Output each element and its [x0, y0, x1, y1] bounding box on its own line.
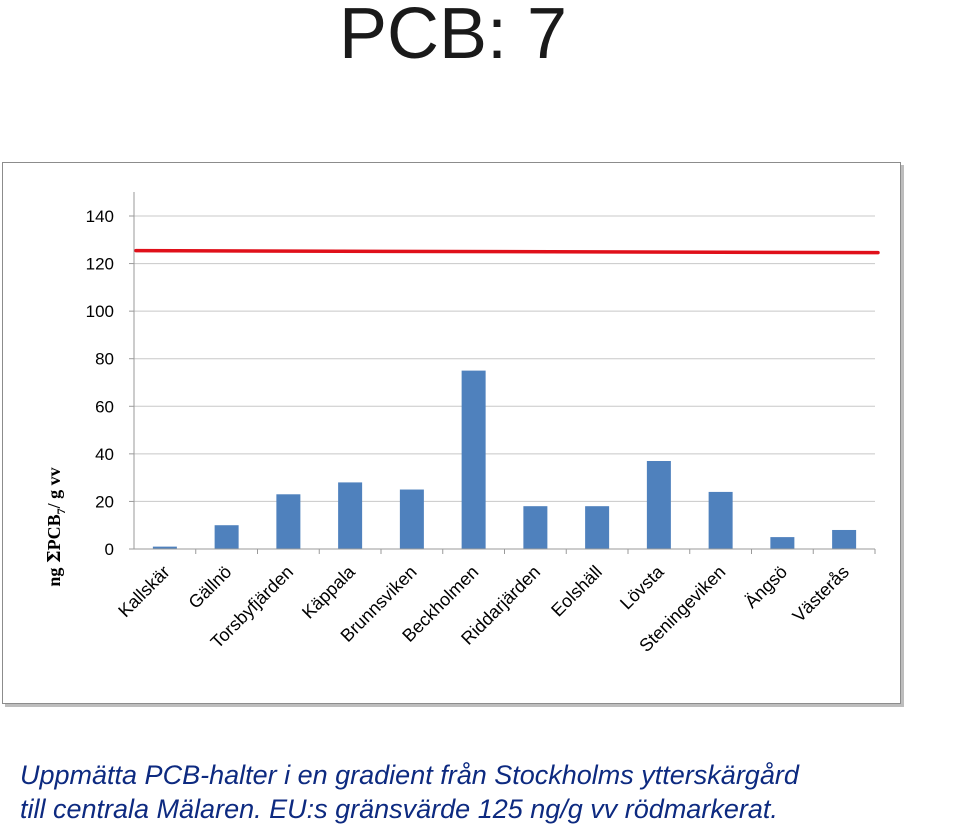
- x-tick-label: Eolshäll: [547, 562, 606, 621]
- slide-caption: Uppmätta PCB-halter i en gradient från S…: [20, 758, 956, 826]
- y-tick-label: 20: [95, 492, 114, 511]
- y-axis-label-sigma: Σ: [44, 550, 65, 563]
- x-tick-label: Ängsö: [741, 562, 791, 612]
- y-tick-labels: 0 20 40 60 80 100 120 140: [86, 207, 114, 559]
- chart-area: 0 20 40 60 80 100 120 140 Kallskär Gällnö Torsbyf…: [2, 162, 901, 704]
- bar-chart: 0 20 40 60 80 100 120 140 Kallskär GällnöTorsbyf…: [44, 192, 880, 656]
- limit-line-layer: [134, 248, 880, 255]
- bar: [770, 537, 795, 549]
- bar: [523, 506, 548, 549]
- y-axis-label-pcb: PCB: [44, 514, 64, 550]
- bar: [461, 370, 486, 549]
- axes: [133, 192, 875, 550]
- slide-title: PCB: 7: [338, 0, 568, 74]
- bar: [152, 546, 177, 549]
- y-axis-label: ng ΣPCB7/ g vv: [44, 467, 68, 586]
- caption-line-1: Uppmätta PCB-halter i en gradient från S…: [20, 760, 799, 790]
- y-axis-label-unit: ng: [44, 563, 64, 587]
- bar: [399, 489, 424, 549]
- bar: [585, 506, 610, 549]
- y-tick-label: 60: [95, 397, 114, 416]
- x-tick-label: Gällnö: [185, 562, 236, 613]
- x-tick-label: Kallskär: [114, 562, 173, 621]
- y-tick-label: 0: [105, 540, 114, 559]
- caption-line-2: till centrala Mälaren. EU:s gränsvärde 1…: [20, 794, 778, 824]
- x-tick-label: Lövsta: [616, 561, 668, 613]
- x-tick-label: Västerås: [789, 562, 853, 626]
- y-tick-label: 120: [86, 255, 114, 274]
- x-tick-label: Käppala: [298, 561, 360, 623]
- limit-line: [134, 248, 880, 255]
- bar: [276, 494, 301, 549]
- bar: [338, 482, 363, 549]
- gridlines: [129, 215, 876, 554]
- y-tick-label: 100: [86, 302, 114, 321]
- bars: [152, 370, 857, 549]
- y-tick-label: 140: [86, 207, 114, 226]
- y-axis-label-per-weight: / g vv: [44, 467, 64, 509]
- y-tick-label: 80: [95, 350, 114, 369]
- y-tick-label: 40: [95, 445, 114, 464]
- bar: [708, 491, 733, 549]
- bar: [646, 460, 671, 549]
- bar: [832, 529, 857, 549]
- bar: [214, 525, 239, 549]
- y-axis-label-subscript: 7: [54, 508, 68, 514]
